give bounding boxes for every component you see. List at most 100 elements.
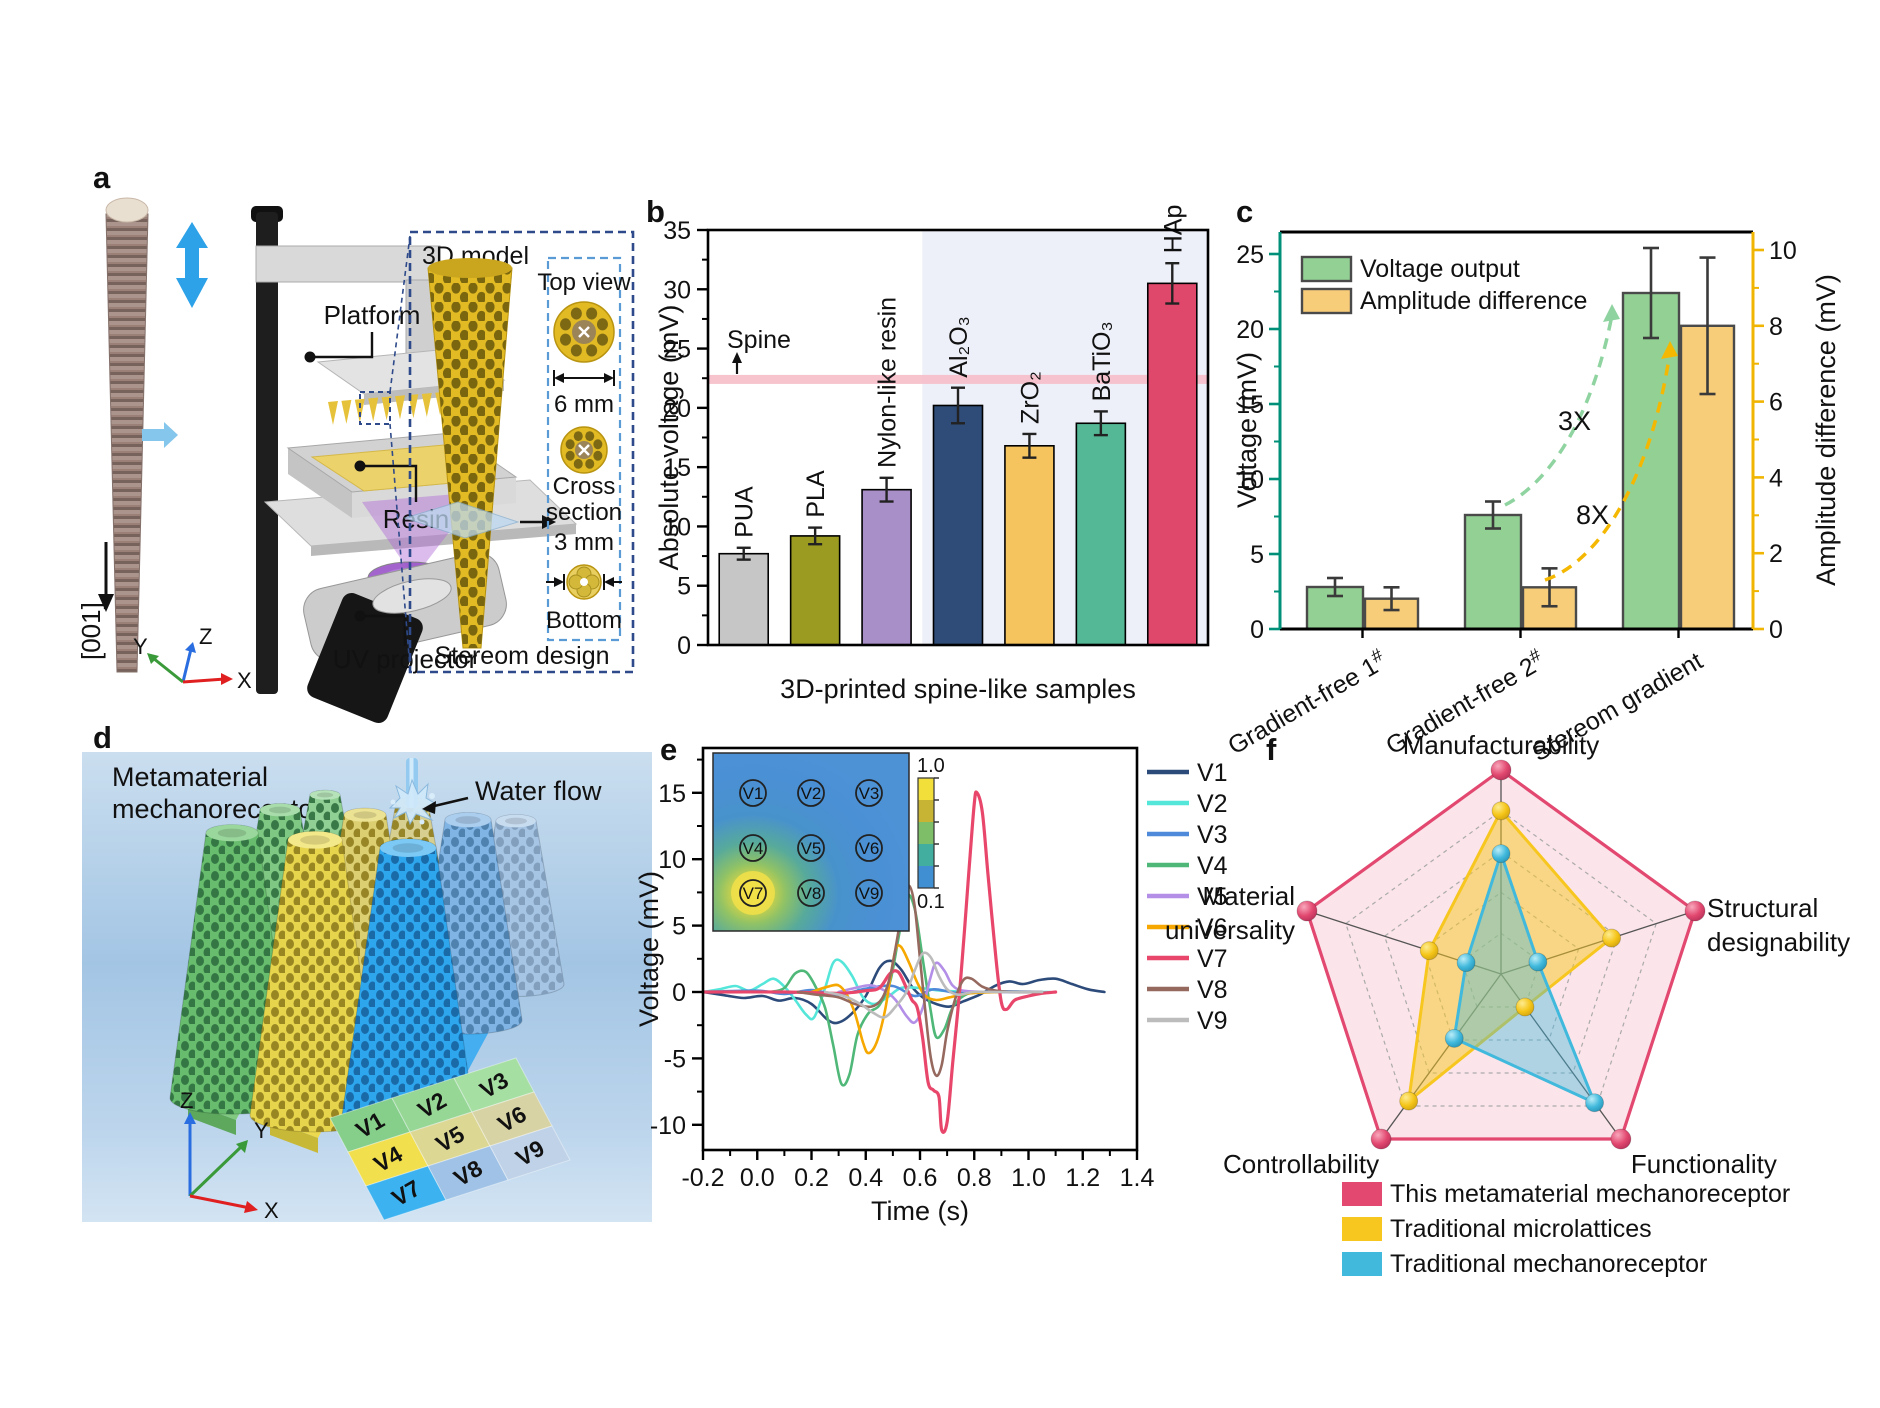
- platform-label: Platform: [324, 300, 421, 330]
- electrode-circle: [797, 879, 825, 907]
- platform-callout: [310, 332, 374, 359]
- electrode-circle: [855, 834, 883, 862]
- x-tick-label: 1.0: [1011, 1164, 1046, 1192]
- water-flow-callout: [422, 796, 469, 814]
- right-tick-label: 0: [1769, 616, 1783, 644]
- resin-callout: [360, 464, 418, 502]
- y-tick-label: 5: [672, 913, 686, 941]
- radar-point: [1515, 997, 1535, 1017]
- legend-label: This metamaterial mechanoreceptor: [1390, 1180, 1790, 1208]
- stereom-design-box: [408, 230, 635, 674]
- inset-electrode-circles: V1 V2 V3 V4 V5 V6 V7 V8 V9: [731, 779, 883, 915]
- left-tick-label: 10: [1236, 466, 1264, 494]
- line-chart-content: -0.2 0.0 0.2 0.4 0.6 0.8 1.0 1.2 1.4 -10 -5 0 5 10 15 T…: [634, 746, 1228, 1226]
- voltage-bar: [1463, 513, 1523, 631]
- radar-point: [1491, 801, 1511, 821]
- radar-axis-label: universality: [1165, 915, 1295, 945]
- printed-spine: [368, 397, 379, 422]
- y-axis-title: Voltage (mV): [634, 871, 664, 1027]
- y-tick-label: 10: [663, 513, 691, 541]
- electrode-circle: [739, 879, 767, 907]
- panel-d-mechanoreceptor-render: d Metamaterial mechanoreceptor Water flo…: [82, 720, 652, 1223]
- bar-label: Nylon-like resin: [874, 297, 902, 468]
- panel-a-fabrication-schematic: a [001]: [76, 160, 635, 724]
- y-tick-label: 30: [663, 276, 691, 304]
- colorbar-min-label: 0.1: [917, 891, 945, 913]
- radar-point: [1684, 900, 1706, 922]
- y-tick-label: 10: [658, 846, 686, 874]
- inset-colorbar: [917, 777, 939, 889]
- bar-label: PLA: [802, 470, 830, 518]
- crystal-direction-label: [001]: [76, 602, 106, 660]
- axes-triad-icon: [184, 1112, 258, 1213]
- y-tick-label: 15: [658, 780, 686, 808]
- panel-label-d: d: [93, 720, 112, 755]
- radar-point: [1419, 941, 1439, 961]
- series-V1: [701, 959, 1106, 1025]
- radar-point: [1585, 1093, 1604, 1113]
- legend-swatch: [1342, 1217, 1382, 1241]
- growth-arrow-3x: [1504, 314, 1614, 507]
- axis-z-label: Z: [180, 1088, 193, 1113]
- annotation-3x: 3X: [1558, 406, 1591, 436]
- zoom-link-line: [389, 423, 411, 669]
- right-tick-label: 4: [1769, 464, 1783, 492]
- y-tick-label: -10: [650, 1112, 686, 1140]
- panel-label-b: b: [646, 194, 665, 229]
- metamaterial-title-1: Metamaterial: [112, 762, 268, 792]
- radar-point: [1491, 844, 1511, 864]
- bar-label: PUA: [731, 486, 759, 538]
- down-arrow-icon: [98, 542, 114, 612]
- series-V7: [701, 790, 1058, 1134]
- electrode-circle: [739, 834, 767, 862]
- legend-label: V8: [1197, 976, 1228, 1004]
- radar-axis-label: Functionality: [1631, 1149, 1777, 1179]
- radar-axis-label: Material: [1203, 881, 1295, 911]
- axis-y-label: Y: [254, 1118, 269, 1143]
- left-tick-label: 25: [1236, 241, 1264, 269]
- bar: [1075, 422, 1127, 646]
- y-tick-label: 5: [677, 573, 691, 601]
- bar-label: Al₂O₃: [945, 316, 973, 378]
- views-box: [546, 256, 622, 642]
- electrode-label: V9: [859, 884, 880, 903]
- printed-spine: [341, 399, 352, 424]
- uv-projector-label: UV projector: [333, 644, 478, 674]
- electrode-circle: [855, 879, 883, 907]
- electrode-circle: [855, 779, 883, 807]
- growth-arrow-8x: [1544, 351, 1672, 582]
- top-view-image: [553, 301, 615, 363]
- y-tick-label: 0: [672, 979, 686, 1007]
- y-tick-label: 35: [663, 217, 691, 245]
- radar-axis-label: designability: [1707, 927, 1850, 957]
- legend-label: V5: [1197, 883, 1228, 911]
- legend-label: V9: [1197, 1007, 1228, 1035]
- left-axis-title: Voltage (mV): [1232, 352, 1262, 508]
- x-tick-label: 1.2: [1065, 1164, 1100, 1192]
- electrode-circle: [739, 779, 767, 807]
- radar-point: [1490, 759, 1512, 781]
- cone: [339, 838, 477, 1149]
- spine-annotation: Spine: [727, 326, 791, 354]
- printed-spine: [421, 392, 432, 417]
- legend-label: V7: [1197, 945, 1228, 973]
- panel-e-line-chart: e -0.2 0.0 0.2 0.4 0.6 0.8 1.0 1.2 1.4 -10 -5 0 5 10 1…: [634, 732, 1228, 1226]
- grouped-bar-chart-content: Gradient-free 1#Gradient-free 2#Stereom …: [1223, 230, 1841, 767]
- bar: [861, 488, 912, 646]
- bottom-diameter-label: 3 mm: [554, 529, 614, 556]
- electrode-label: V7: [743, 884, 764, 903]
- axis-z-label: Z: [199, 624, 212, 649]
- sensor-map-inset: V1 V2 V3 V4 V5 V6 V7 V8 V9 1.0 0.1: [712, 752, 945, 932]
- series-V8: [796, 884, 1044, 1078]
- series-V9: [823, 951, 1044, 1019]
- electrode-label: V8: [801, 884, 822, 903]
- electrode-label: V4: [743, 839, 764, 858]
- radar-point: [1399, 1091, 1419, 1111]
- legend-label: Voltage output: [1360, 255, 1520, 283]
- water-jet: [388, 758, 438, 826]
- right-axis-title: Amplitude difference (mV): [1811, 274, 1841, 586]
- y-tick-label: 20: [663, 395, 691, 423]
- sea-urchin-spine-photo: [105, 197, 149, 673]
